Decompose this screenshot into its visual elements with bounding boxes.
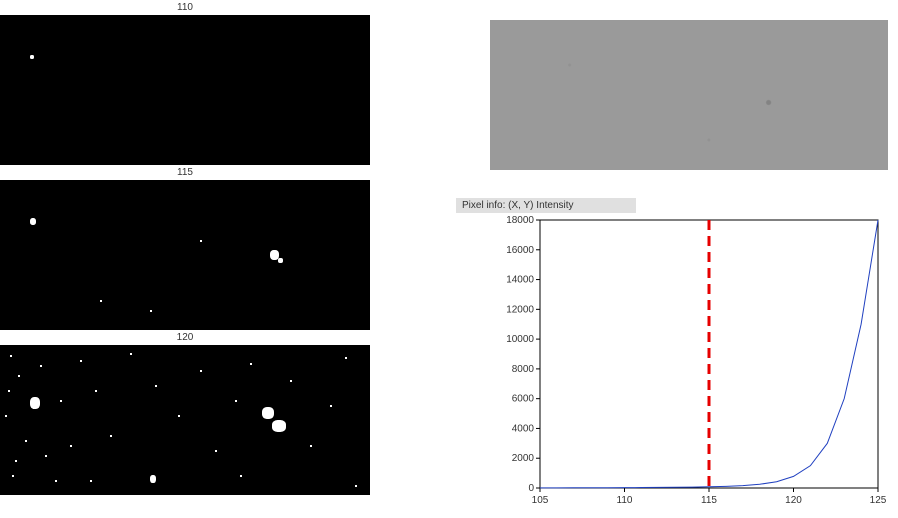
blob (30, 55, 34, 59)
speck (55, 480, 57, 482)
speck (60, 400, 62, 402)
speck (178, 415, 180, 417)
speck (15, 460, 17, 462)
speck (110, 435, 112, 437)
blob (272, 420, 286, 432)
right-column (490, 20, 888, 170)
x-tick-label: 110 (617, 495, 633, 506)
speck (5, 415, 7, 417)
speck (250, 363, 252, 365)
speck (240, 475, 242, 477)
y-tick-label: 18000 (506, 215, 534, 226)
threshold-image-115[interactable] (0, 180, 370, 330)
speck (330, 405, 332, 407)
y-tick-label: 16000 (506, 245, 534, 256)
speck (100, 300, 102, 302)
blob (30, 218, 36, 225)
speck (80, 360, 82, 362)
y-tick-label: 6000 (512, 394, 535, 405)
y-tick-label: 8000 (512, 364, 535, 375)
y-tick-label: 2000 (512, 453, 535, 464)
chart-svg: 0 2000 4000 6000 8000 10000 12000 14000 16000 180… (490, 215, 888, 513)
speck (150, 310, 152, 312)
y-tick-label: 14000 (506, 275, 534, 286)
y-tick-label: 10000 (506, 334, 534, 345)
speck (200, 240, 202, 242)
speck (345, 357, 347, 359)
speck (33, 407, 35, 409)
speck (12, 475, 14, 477)
y-tick-label: 4000 (512, 423, 535, 434)
x-tick-label: 120 (785, 495, 802, 506)
pixel-info-label: Pixel info: (X, Y) Intensity (456, 198, 636, 213)
speck (355, 485, 357, 487)
speck (70, 445, 72, 447)
y-tick-label: 12000 (506, 304, 534, 315)
x-tick-label: 115 (701, 495, 717, 506)
left-threshold-column: 110 115 120 (0, 0, 370, 495)
speck (40, 365, 42, 367)
blob (30, 397, 40, 409)
threshold-title-115: 115 (0, 165, 370, 180)
y-tick-label: 0 (528, 483, 534, 494)
speck (95, 390, 97, 392)
threshold-image-110[interactable] (0, 15, 370, 165)
threshold-title-110: 110 (0, 0, 370, 15)
intensity-chart[interactable]: 0 2000 4000 6000 8000 10000 12000 14000 16000 180… (490, 215, 888, 513)
blob (278, 258, 283, 263)
speck (25, 440, 27, 442)
grayscale-image[interactable] (490, 20, 888, 170)
speck (235, 400, 237, 402)
speck (130, 353, 132, 355)
threshold-image-120[interactable] (0, 345, 370, 495)
threshold-title-120: 120 (0, 330, 370, 345)
grayscale-noise-overlay (490, 20, 888, 170)
speck (310, 445, 312, 447)
speck (8, 390, 10, 392)
x-tick-label: 105 (532, 495, 549, 506)
speck (45, 455, 47, 457)
blob (150, 475, 156, 483)
speck (90, 480, 92, 482)
speck (18, 375, 20, 377)
speck (155, 385, 157, 387)
blob (262, 407, 274, 419)
speck (10, 355, 12, 357)
speck (200, 370, 202, 372)
speck (215, 450, 217, 452)
x-tick-label: 125 (870, 495, 887, 506)
speck (290, 380, 292, 382)
